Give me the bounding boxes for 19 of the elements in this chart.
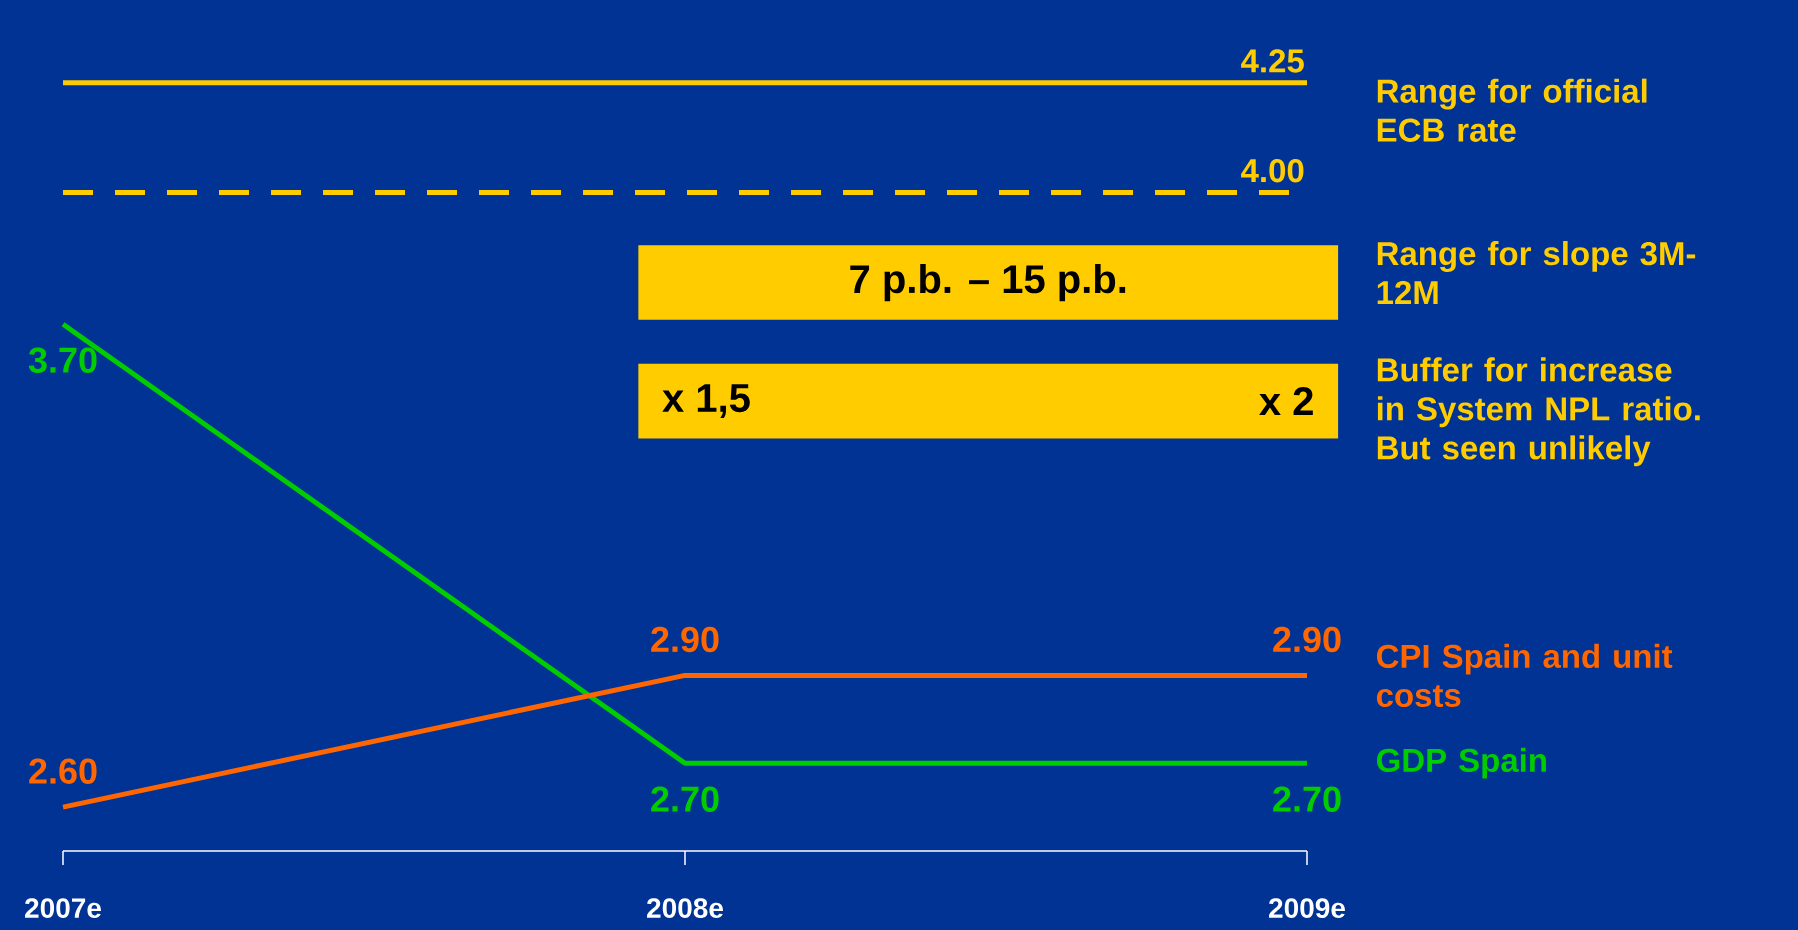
data-label: 2.90 — [1273, 626, 1341, 653]
text: 7 p.b. – 15 p.b. — [850, 263, 1126, 302]
x-tick-label: 2007e — [25, 898, 101, 919]
annotation: x 1,5 — [662, 384, 750, 418]
text: GDP Spain — [1376, 747, 1546, 779]
data-label: 2.70 — [651, 786, 719, 812]
annotation: Buffer for increase in System NPL ratio. But seen unlikely — [1377, 357, 1700, 467]
x-tick-label: 2008e — [647, 898, 723, 919]
text: Range for slope 3M-12M — [1377, 241, 1696, 304]
data-label: 2.60 — [29, 758, 97, 784]
data-label: 2.70 — [1273, 786, 1341, 812]
text: CPI Spain and unit costs — [1376, 643, 1673, 708]
text: Range for official ECB rate — [1377, 78, 1647, 142]
ref-line-label: 4.00 — [1241, 159, 1304, 183]
data-label: 3.70 — [28, 347, 97, 373]
data-label: 2.90 — [651, 626, 719, 653]
ref-line-label: 4.25 — [1241, 49, 1304, 73]
annotation: x 2 — [1259, 387, 1313, 416]
x-tick-label: 2009e — [1269, 898, 1345, 919]
